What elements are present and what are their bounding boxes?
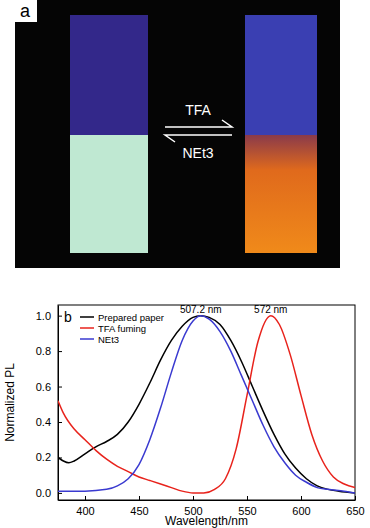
strip-bottom [70,135,148,253]
tick-label: 400 [76,505,94,517]
strip-top [70,15,148,135]
tick: 450 [130,496,148,517]
series-line [58,316,355,493]
plot-frame [58,305,355,500]
arrow-forward [165,120,232,127]
tick-mark [58,422,62,423]
panel-a: a TFA NEt3 [15,0,340,268]
tick-mark [247,496,248,500]
legend-swatch [80,327,94,329]
photo-background [15,0,340,268]
y-axis-title: Normalized PL [3,363,17,442]
tick-label: 600 [292,505,310,517]
tick-label: 1.0 [36,310,51,322]
tick-label: 0.4 [36,416,51,428]
tick-label: 0.6 [36,381,51,393]
arrow-reverse [165,135,232,142]
strip-top [245,15,317,135]
tick-mark [85,496,86,500]
tick-mark [58,316,62,317]
label-box [15,0,37,22]
tick-mark [193,496,194,500]
series-line [58,316,355,493]
tick-label: 450 [130,505,148,517]
figure: aTFANEt34004505005506006500.00.20.40.60.… [0,0,370,528]
arrow-label: TFA [185,102,211,118]
tick: 400 [76,496,94,517]
tick-label: 0.0 [36,487,51,499]
annotation: 572 nm [254,304,287,315]
legend-label: TFA fuming [98,323,146,334]
tick-mark [139,496,140,500]
tick-label: 0.8 [36,345,51,357]
strip-bottom [245,135,317,253]
legend-label: NEt3 [98,334,119,345]
legend-label: Prepared paper [98,312,164,323]
tick: 600 [292,496,310,517]
x-axis-title: Wavelength/nm [165,514,248,528]
legend: Prepared paperTFA fumingNEt3 [80,312,164,345]
tick-mark [58,493,62,494]
tick-mark [58,351,62,352]
tick-label: 0.2 [36,451,51,463]
tick-label: 650 [346,505,364,517]
series-line [58,316,355,493]
panel-label: a [20,1,31,21]
annotation: 507.2 nm [180,304,222,315]
plot-area [58,316,355,493]
panel-b: 4004505005506006500.00.20.40.60.81.0bPre… [3,304,365,528]
tick-mark [58,387,62,388]
legend-swatch [80,316,94,318]
tick-mark [301,496,302,500]
panel-label: b [64,309,72,325]
arrow-label: NEt3 [182,145,213,161]
legend-swatch [80,338,94,340]
